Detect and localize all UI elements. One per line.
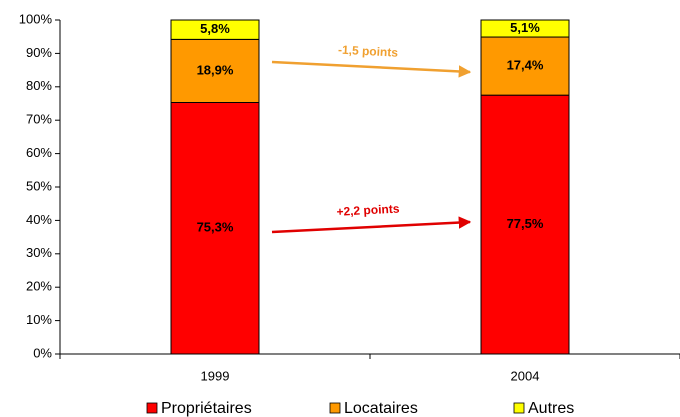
annotation: -1,5 points [338, 43, 399, 60]
data-label: 75,3% [197, 220, 234, 235]
y-tick-label: 50% [26, 178, 52, 193]
legend-label: Locataires [344, 400, 418, 417]
legend-label: Propriétaires [161, 400, 252, 417]
legend-label: Autres [528, 400, 574, 417]
y-tick-label: 30% [26, 245, 52, 260]
data-label: 5,1% [510, 20, 540, 35]
y-tick-label: 60% [26, 145, 52, 160]
legend-swatch [329, 402, 341, 414]
legend-swatch [513, 402, 525, 414]
y-tick-label: 70% [26, 112, 52, 127]
annotation: +2,2 points [336, 202, 400, 219]
legend-swatch [146, 402, 158, 414]
bar-segment [170, 38, 260, 103]
x-tick-label: 2004 [511, 368, 540, 383]
bar-segment [480, 19, 570, 38]
y-tick-label: 90% [26, 45, 52, 60]
y-tick-label: 80% [26, 78, 52, 93]
data-label: 17,4% [507, 58, 544, 73]
y-tick-label: 40% [26, 212, 52, 227]
arrow [271, 60, 472, 78]
bar-segment [170, 101, 260, 355]
data-label: 18,9% [197, 62, 234, 77]
data-label: 5,8% [200, 21, 230, 36]
y-tick-label: 20% [26, 279, 52, 294]
y-tick-label: 100% [19, 11, 53, 26]
bar-segment [170, 19, 260, 40]
arrow [271, 216, 472, 234]
y-tick-label: 10% [26, 312, 52, 327]
y-tick-label: 0% [33, 345, 52, 360]
x-tick-label: 1999 [201, 368, 230, 383]
data-label: 77,5% [507, 216, 544, 231]
bar-segment [480, 36, 570, 96]
